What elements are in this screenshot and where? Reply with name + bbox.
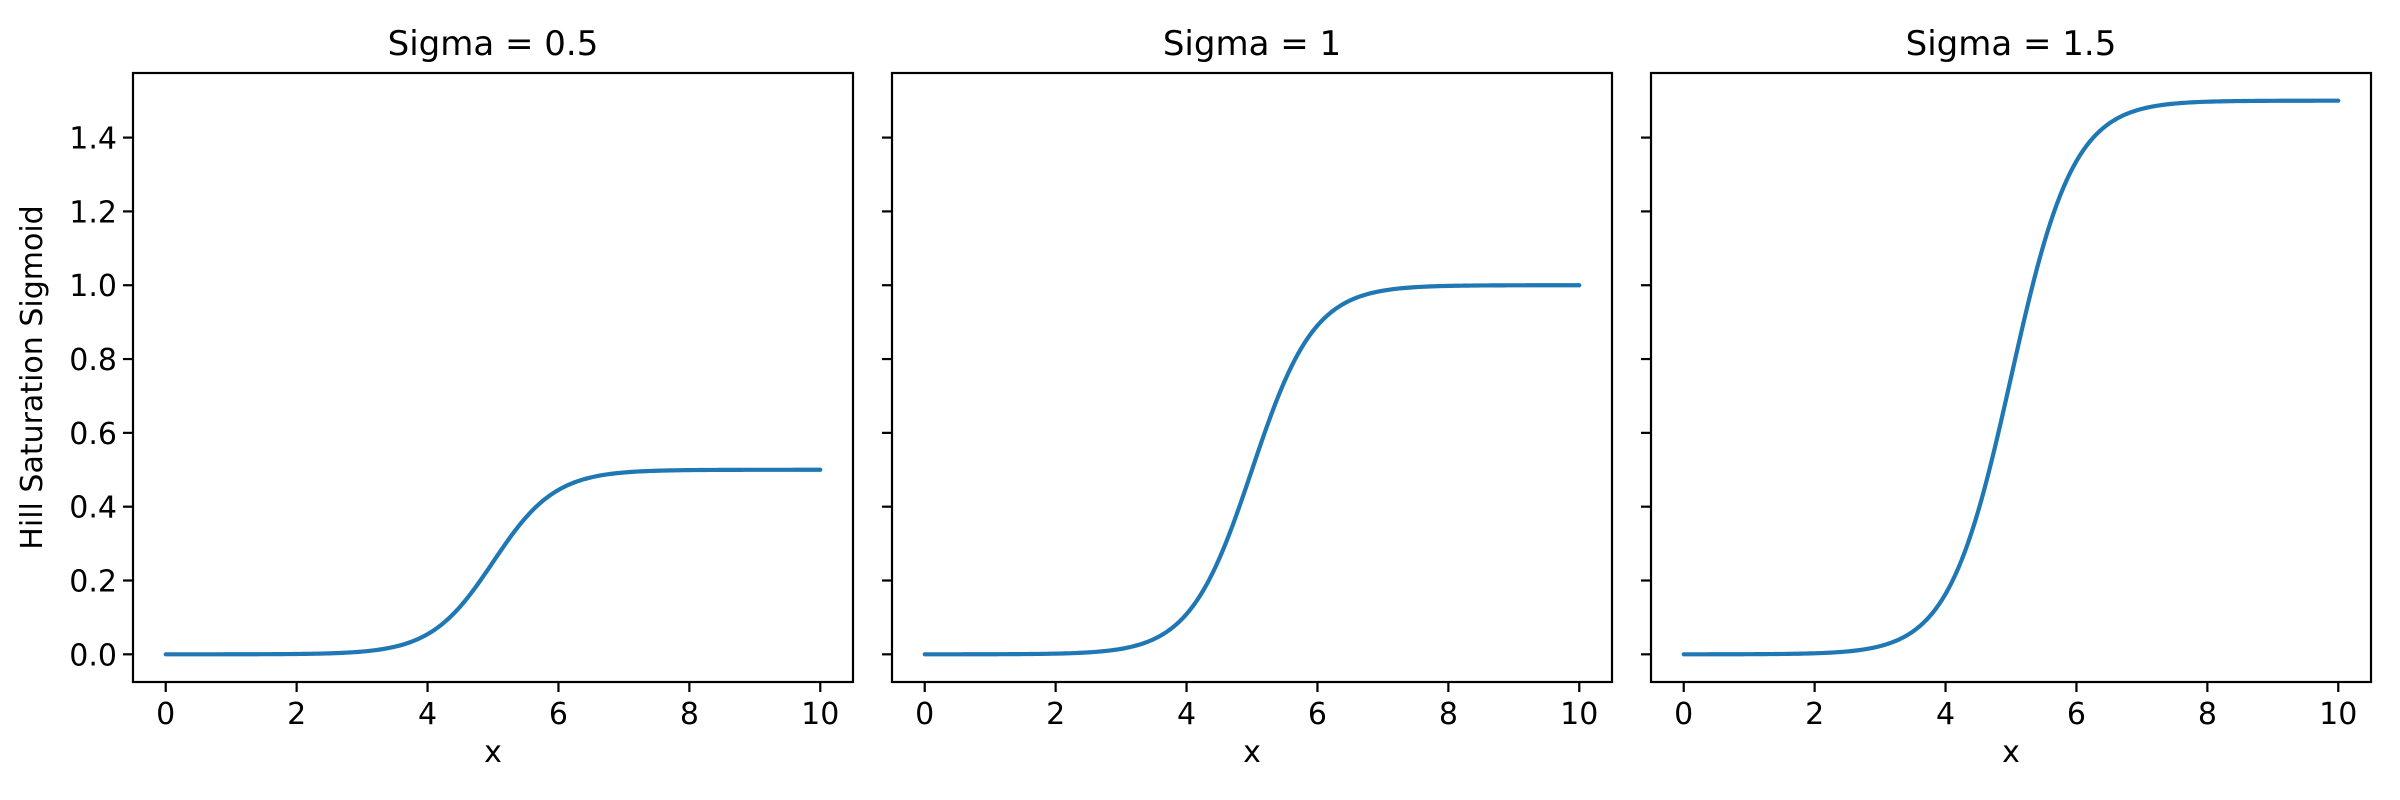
subplot-title: Sigma = 1.5	[1906, 24, 2117, 64]
subplot-2: 0 2 4 6 8 10 Sigma = 1 x	[882, 24, 1614, 770]
x-tick-label: 4	[1936, 697, 1955, 732]
y-tick-label: 0.6	[69, 417, 117, 452]
y-tick-label: 1.4	[69, 122, 117, 157]
y-tick-label: 0.2	[69, 565, 117, 600]
x-tick-label: 10	[1560, 697, 1598, 732]
y-tick-label: 0.0	[69, 638, 117, 673]
subplot-3: 0 2 4 6 8 10 Sigma = 1.5 x	[1641, 24, 2373, 770]
x-tick-label: 8	[2198, 697, 2217, 732]
sigmoid-curve	[1681, 98, 2341, 657]
y-tick-label: 1.0	[69, 269, 117, 304]
x-tick-label: 4	[1177, 697, 1196, 732]
x-tick-label: 10	[2319, 697, 2357, 732]
x-tick-label: 2	[1805, 697, 1824, 732]
x-tick-label: 4	[418, 697, 437, 732]
sigmoid-curve	[163, 467, 823, 657]
x-tick-label: 6	[1308, 697, 1327, 732]
x-tick-label: 2	[1046, 697, 1065, 732]
x-tick-label: 0	[915, 697, 934, 732]
subplot-title: Sigma = 0.5	[388, 24, 599, 64]
subplot-title: Sigma = 1	[1163, 24, 1341, 64]
x-tick-label: 8	[680, 697, 699, 732]
y-axis-label: Hill Saturation Sigmoid	[15, 205, 50, 549]
x-tick-label: 6	[549, 697, 568, 732]
x-tick-label: 0	[156, 697, 175, 732]
y-tick-label: 0.4	[69, 491, 117, 526]
sigmoid-curve	[922, 283, 1582, 657]
y-tick-label: 1.2	[69, 195, 117, 230]
x-axis-label: x	[484, 735, 502, 770]
axes-frame	[131, 71, 855, 684]
y-tick-label: 0.8	[69, 343, 117, 378]
x-tick-label: 6	[2067, 697, 2086, 732]
x-tick-label: 2	[287, 697, 306, 732]
x-axis-label: x	[2002, 735, 2020, 770]
x-axis-label: x	[1243, 735, 1261, 770]
axes-frame	[1649, 71, 2373, 684]
axes-frame	[890, 71, 1614, 684]
x-tick-label: 8	[1439, 697, 1458, 732]
subplot-1: 0 2 4 6 8 10 0.0 0.2 0.4 0.6 0.8 1.0 1.2 1.4 Sigma = 0…	[69, 24, 855, 770]
x-tick-label: 10	[801, 697, 839, 732]
x-tick-label: 0	[1674, 697, 1693, 732]
